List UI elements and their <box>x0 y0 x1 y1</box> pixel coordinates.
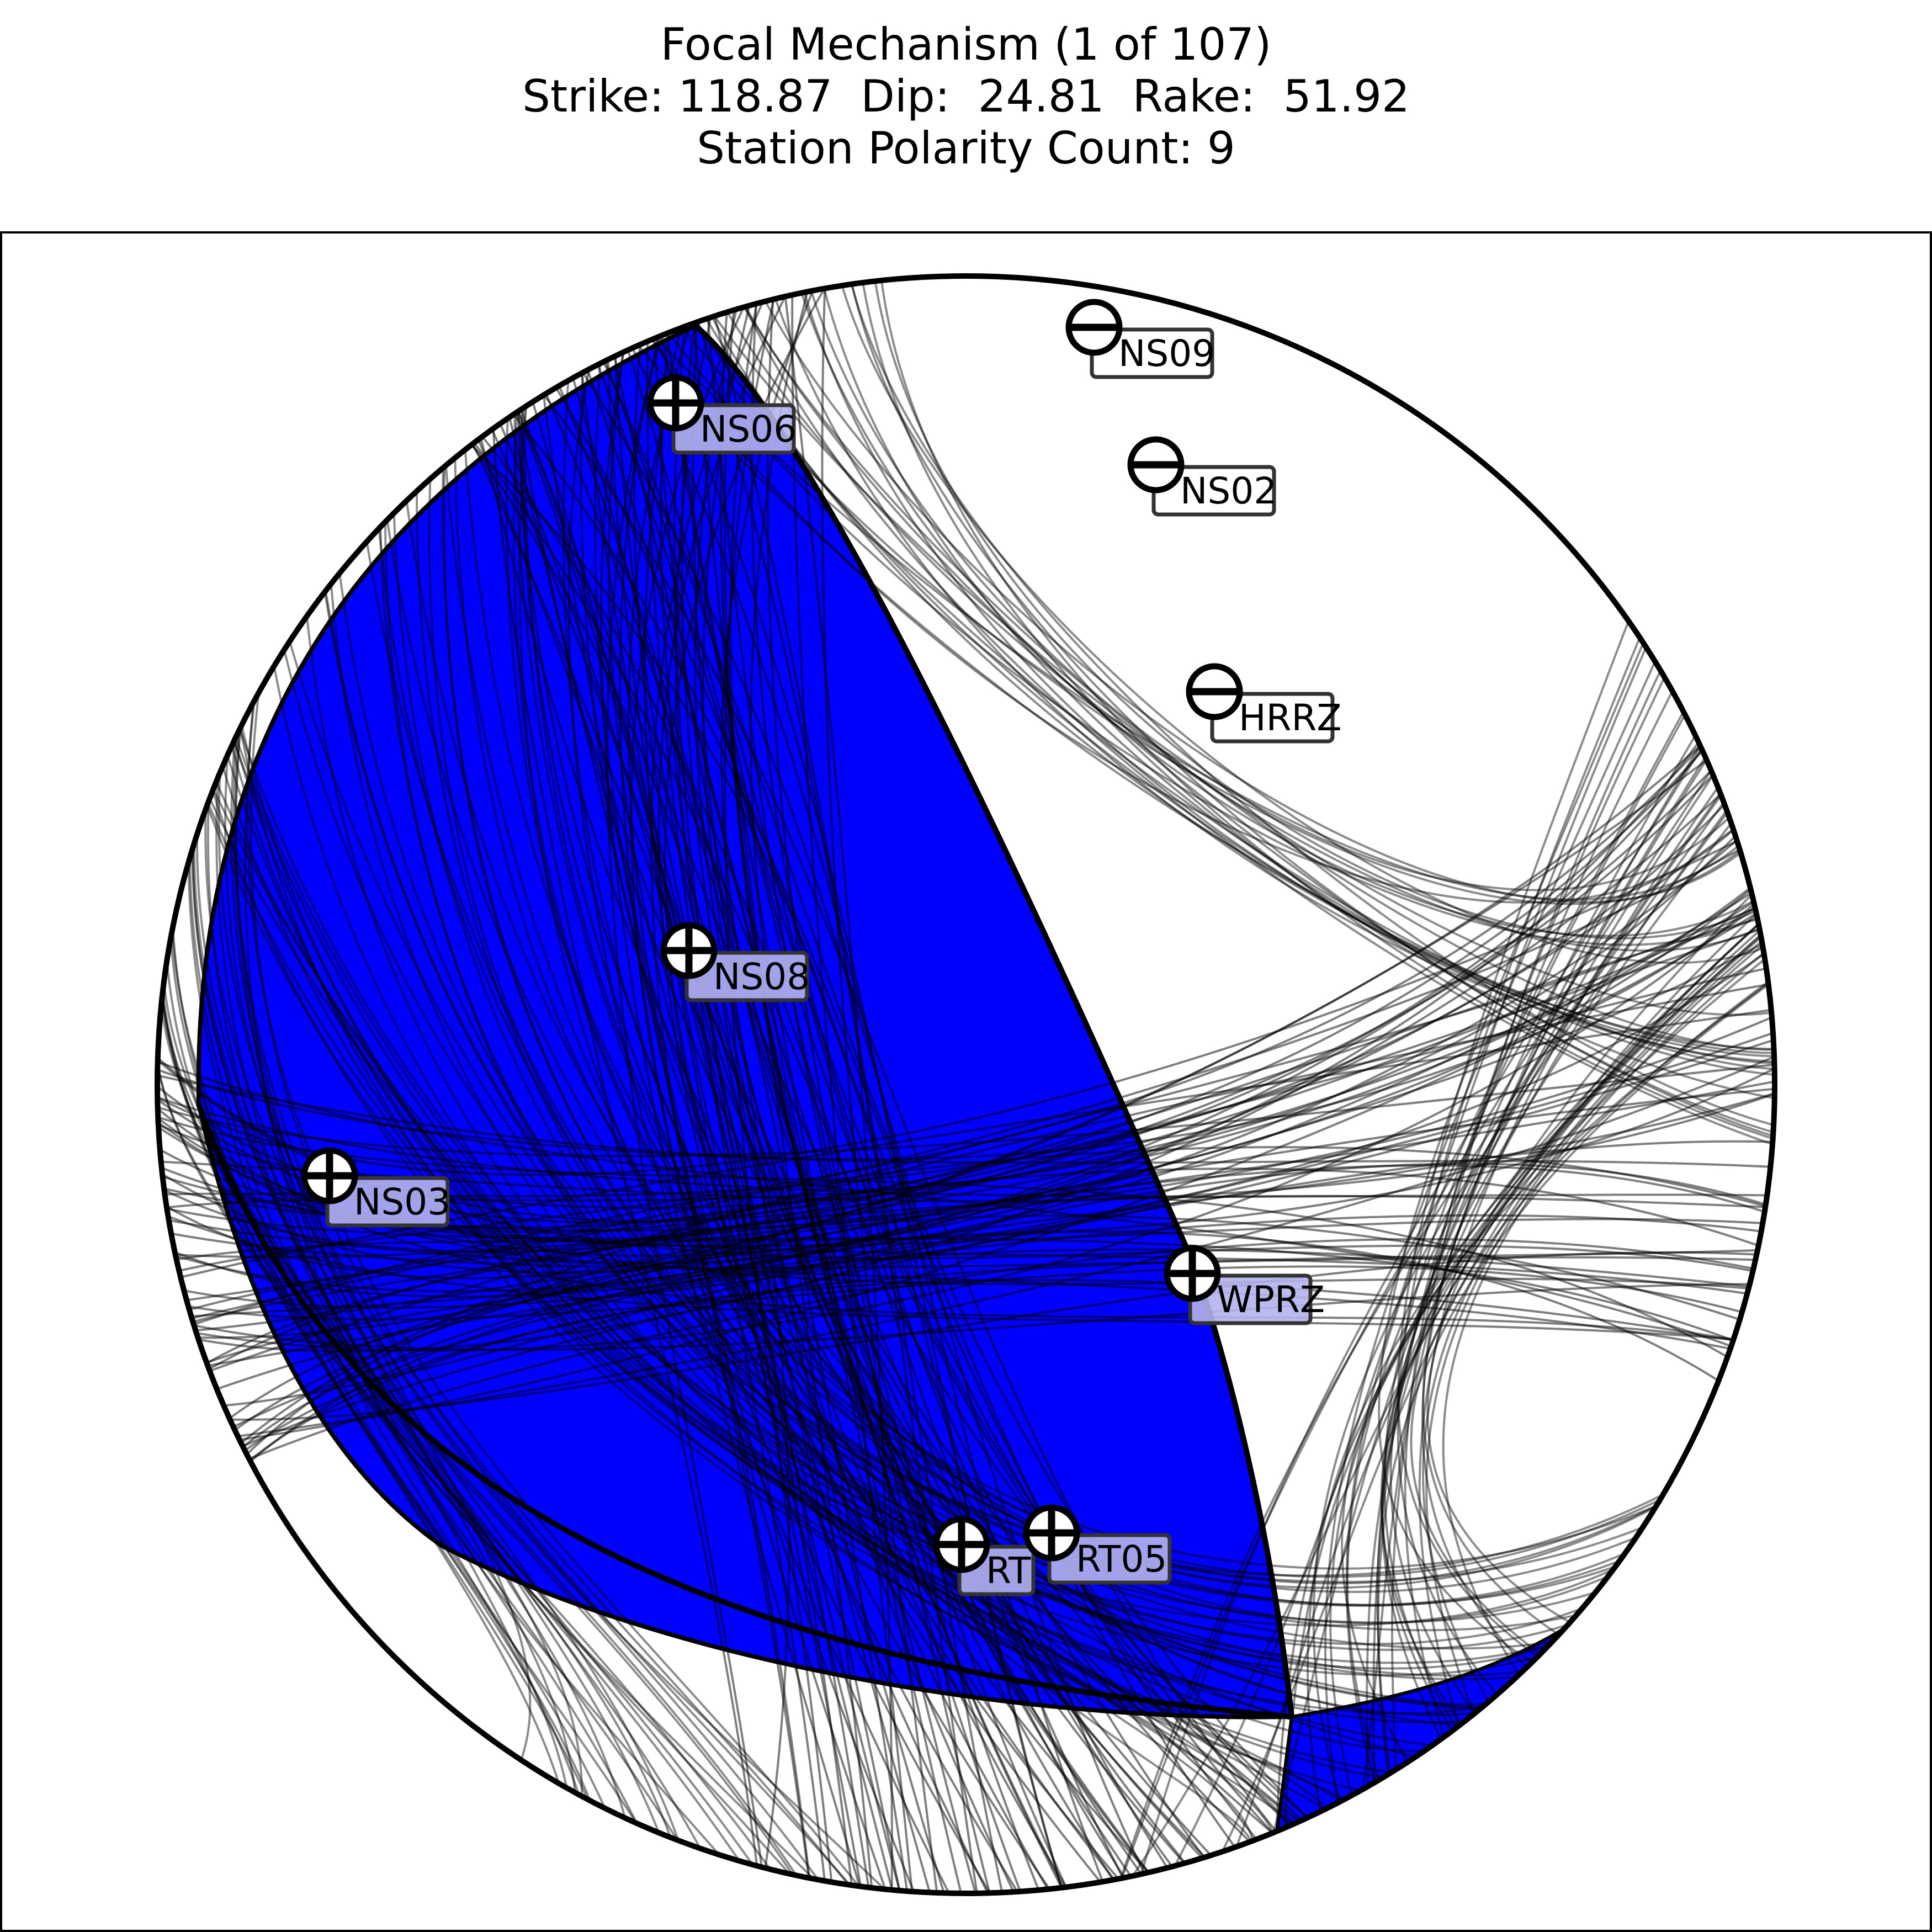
station-label: NS09 <box>1118 332 1215 375</box>
station-label: RT05 <box>1076 1538 1167 1580</box>
station-label: NS08 <box>713 956 810 998</box>
station-label: NS06 <box>700 408 797 450</box>
station-label: RT <box>986 1549 1031 1592</box>
station-label: NS03 <box>354 1181 450 1223</box>
station-label: NS02 <box>1180 470 1277 512</box>
station-label: WPRZ <box>1217 1278 1325 1321</box>
station-label: HRRZ <box>1239 697 1342 739</box>
